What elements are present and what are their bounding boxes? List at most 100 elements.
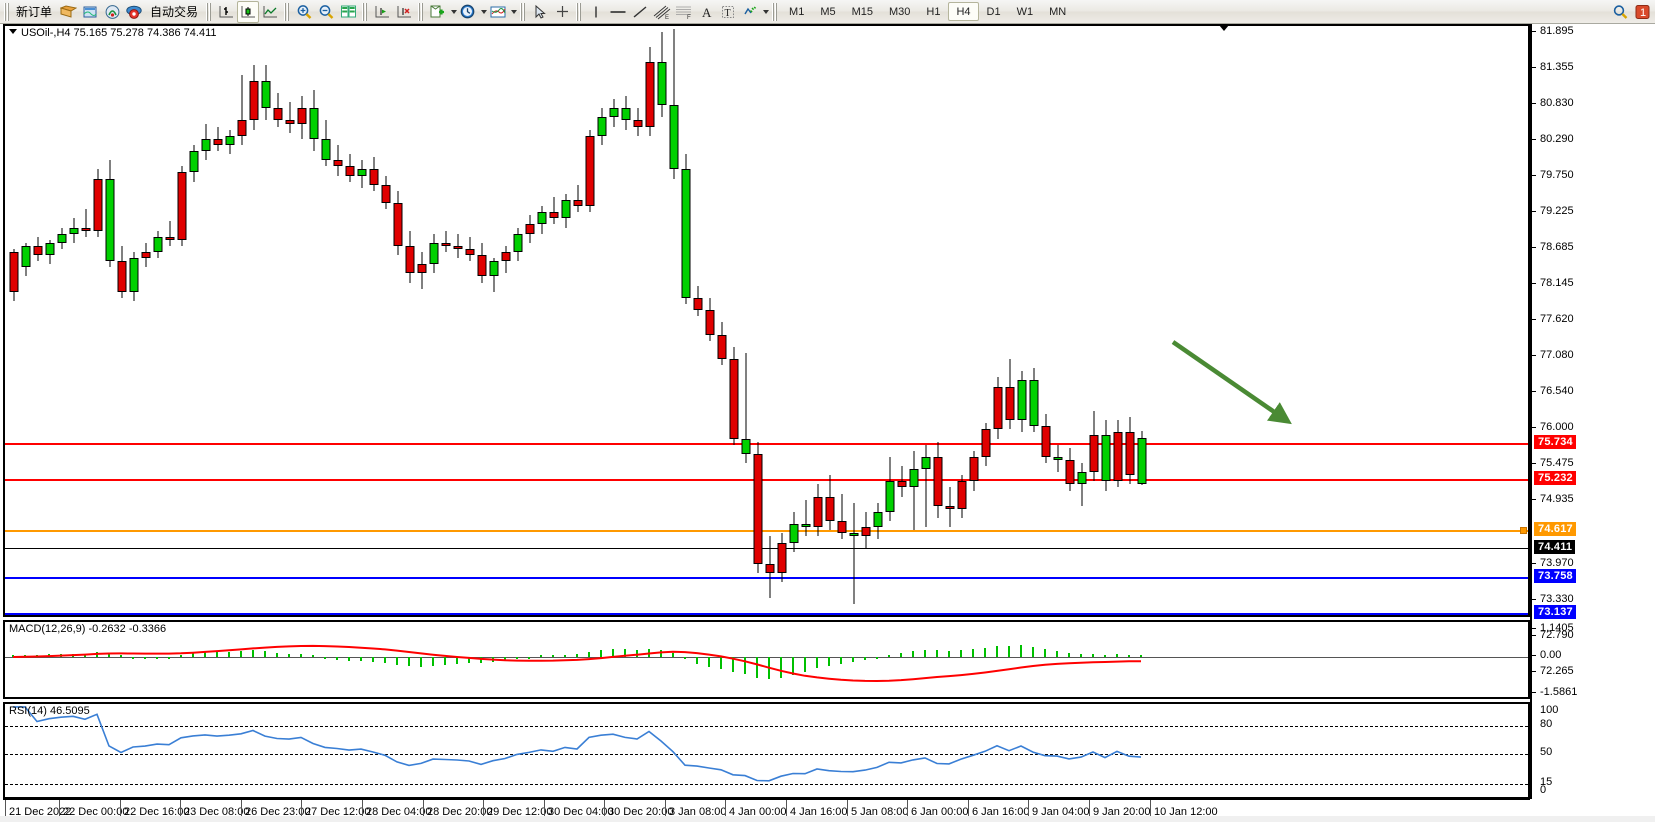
macd-histogram-bar: [624, 649, 626, 657]
data-window-icon[interactable]: [79, 1, 101, 23]
candle-body: [1053, 456, 1062, 460]
timeframe-m5[interactable]: M5: [820, 6, 836, 18]
indicators-icon[interactable]: [427, 1, 449, 23]
bar-chart-icon[interactable]: [215, 1, 237, 23]
candlestick: [164, 26, 175, 615]
time-tick-mark: [5, 800, 6, 822]
time-tick-mark: [665, 800, 666, 822]
toolbar-separator-1: [206, 2, 213, 21]
resistance-1-label[interactable]: 75.734: [1534, 435, 1576, 449]
timeframe-w1[interactable]: W1: [1016, 6, 1034, 18]
price-tick-mark: [1532, 103, 1536, 104]
equidistant-channel-icon[interactable]: E: [651, 1, 673, 23]
resistance-line-2[interactable]: [5, 479, 1528, 481]
macd-histogram-bar: [576, 654, 578, 657]
candle-body: [609, 108, 618, 118]
horizontal-line-icon[interactable]: [607, 1, 629, 23]
support-2-label[interactable]: 73.137: [1534, 605, 1576, 619]
templates-dropdown-caret[interactable]: [511, 9, 518, 14]
objects-dropdown-caret[interactable]: [763, 9, 770, 14]
timeframe-m30[interactable]: M30: [889, 6, 911, 18]
price-tick-label: 72.265: [1540, 665, 1574, 677]
candlestick: [284, 26, 295, 615]
candlestick-icon[interactable]: [237, 0, 260, 23]
objects-icon[interactable]: [739, 1, 761, 23]
macd-panel[interactable]: MACD(12,26,9) -0.2632 -0.3366: [3, 620, 1530, 699]
order-level-handle[interactable]: [1520, 527, 1527, 534]
order-level-label[interactable]: 74.617: [1534, 522, 1576, 536]
candle-body: [189, 151, 198, 173]
timeframe-m1[interactable]: M1: [789, 6, 805, 18]
shift-start-icon[interactable]: [371, 1, 393, 23]
candlestick: [620, 26, 631, 615]
toolbar-grip[interactable]: [4, 2, 9, 21]
candle-body: [1137, 437, 1146, 484]
indicators-dropdown-caret[interactable]: [451, 9, 458, 14]
vertical-line-icon[interactable]: [585, 1, 607, 23]
resistance-2-label[interactable]: 75.232: [1534, 471, 1576, 485]
resistance-line-1[interactable]: [5, 443, 1528, 445]
timeframe-h4[interactable]: H4: [948, 2, 979, 21]
price-tick-label: 81.355: [1540, 61, 1574, 73]
candlestick: [1040, 26, 1051, 615]
timeframe-m15[interactable]: M15: [851, 6, 873, 18]
price-axis[interactable]: 81.895 81.355 80.830 80.290 79.750 79.225 78.6…: [1530, 24, 1655, 799]
rsi-panel[interactable]: RSI(14) 46.5095: [3, 702, 1530, 799]
support-line-2[interactable]: [5, 613, 1528, 615]
line-chart-icon[interactable]: [259, 1, 281, 23]
macd-histogram-bar: [636, 649, 638, 657]
order-level-line[interactable]: [5, 530, 1528, 532]
trend-line-icon[interactable]: [629, 1, 651, 23]
candle-body: [105, 178, 114, 262]
timeframe-h1[interactable]: H1: [926, 6, 941, 18]
macd-histogram-bar: [1056, 650, 1058, 657]
current-price-label[interactable]: 74.411: [1534, 540, 1576, 554]
toolbar-separator-3: [362, 2, 369, 21]
templates-icon[interactable]: [487, 1, 509, 23]
candle-body: [57, 233, 66, 243]
candle-body: [1101, 435, 1110, 482]
support-1-label[interactable]: 73.758: [1534, 569, 1576, 583]
shift-end-icon[interactable]: [393, 1, 415, 23]
candle-body: [33, 245, 42, 256]
fibonacci-icon[interactable]: F: [673, 1, 695, 23]
period-dropdown-caret[interactable]: [481, 9, 488, 14]
crosshair-icon[interactable]: [551, 1, 573, 23]
auto-trading-icon[interactable]: [123, 1, 145, 23]
toolbar-separator-2: [284, 2, 291, 21]
candle-body: [1065, 459, 1074, 485]
auto-trading-button[interactable]: 自动交易: [145, 1, 203, 23]
candle-body: [657, 62, 666, 106]
timeframe-mn[interactable]: MN: [1049, 6, 1067, 18]
timeframe-d1[interactable]: D1: [986, 6, 1001, 18]
cursor-icon[interactable]: [529, 1, 551, 23]
candle-body: [93, 178, 102, 231]
macd-histogram-bar: [348, 657, 350, 661]
macd-histogram-bar: [1032, 646, 1034, 657]
search-icon[interactable]: [1609, 1, 1631, 23]
folder-icon[interactable]: [57, 1, 79, 23]
candlestick: [800, 26, 811, 615]
zoom-in-icon[interactable]: [293, 1, 315, 23]
help-badge-icon[interactable]: 1: [1631, 1, 1653, 23]
collapse-arrow-icon[interactable]: [9, 29, 17, 34]
text-icon[interactable]: A: [695, 1, 717, 23]
time-axis-label: 27 Dec 12:00: [305, 806, 371, 818]
tile-windows-icon[interactable]: [337, 1, 359, 23]
candle-wick: [745, 352, 746, 463]
price-panel[interactable]: USOil-,H4 75.165 75.278 74.386 74.411: [3, 24, 1530, 617]
chart-area[interactable]: 81.895 81.355 80.830 80.290 79.750 79.225 78.6…: [0, 24, 1655, 822]
macd-tick-label: -1.5861: [1540, 686, 1578, 698]
zoom-out-icon[interactable]: [315, 1, 337, 23]
candle-wick: [853, 502, 854, 604]
candlestick: [668, 26, 679, 615]
period-icon[interactable]: [457, 1, 479, 23]
navigator-icon[interactable]: [101, 1, 123, 23]
macd-histogram-bar: [408, 657, 410, 667]
candle-wick: [457, 233, 458, 259]
label-icon[interactable]: T: [717, 1, 739, 23]
macd-histogram-bar: [876, 657, 878, 659]
new-order-button[interactable]: 新订单: [11, 1, 57, 23]
candlestick: [308, 26, 319, 615]
support-line-1[interactable]: [5, 577, 1528, 579]
